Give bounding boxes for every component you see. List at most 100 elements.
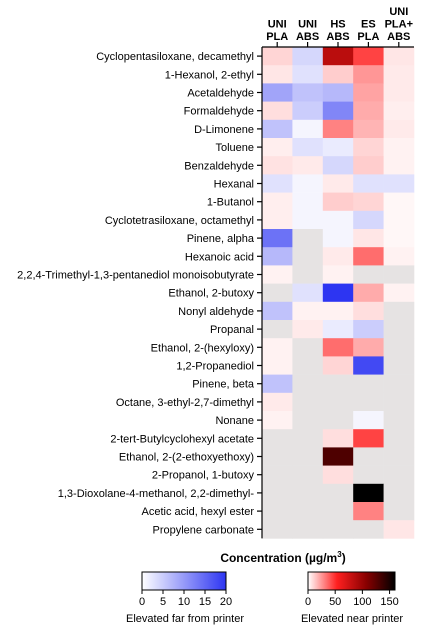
row-label: Cyclopentasiloxane, decamethyl [96,51,254,63]
heatmap-cell [292,101,324,121]
heatmap-cell [322,65,354,84]
heatmap-cell [292,356,324,375]
heatmap-cell [322,374,354,394]
column-header-line: UNI [389,6,408,18]
heatmap-cell [383,392,415,412]
heatmap-cell [353,356,384,375]
column-header-line: PLA [357,31,379,43]
heatmap-cell [322,502,354,521]
heatmap-cell [322,174,354,193]
row-label: Propylene carbonate [152,524,254,536]
heatmap-cell [292,192,324,212]
heatmap-cell [292,247,324,266]
colorbar-far-tick-label: 20 [220,596,232,608]
heatmap-cell [322,283,354,303]
heatmap-cell [353,229,384,248]
heatmap-cell [322,229,354,248]
column-header: HS ABS [326,19,349,44]
heatmap-cell [353,338,384,357]
heatmap-cell [353,47,384,66]
row-label: Propanal [210,324,254,336]
row-label: Cyclotetrasiloxane, octamethyl [105,215,254,227]
heatmap-cell [292,65,324,84]
legend-title-main: Concentration (µg/m [220,551,337,565]
heatmap-cell [292,338,324,357]
heatmap-cell [322,265,354,284]
heatmap-cell [262,374,293,394]
heatmap-cell [353,65,384,84]
heatmap-cell [262,429,293,448]
column-header: UNI ABS [296,19,319,44]
row-label: 1,2-Propanediol [176,361,254,373]
colorbar-far-label: Elevated far from printer [126,613,244,625]
row-label: Nonane [215,415,254,427]
heatmap-cell [292,229,324,248]
heatmap-cell [292,429,324,448]
heatmap-cell [383,411,415,430]
row-label: Toluene [215,142,254,154]
heatmap-cell [262,465,293,485]
column-header-line: HS [330,19,345,31]
row-label: 2,2,4-Trimethyl-1,3-pentanediol monoisob… [17,270,254,282]
heatmap-cell [322,83,354,102]
heatmap-cell [353,83,384,102]
heatmap-cell [383,101,415,121]
heatmap-cell [262,65,293,84]
heatmap-cell [262,101,293,121]
heatmap-cell [353,283,384,303]
row-label: Ethanol, 2-(hexyloxy) [151,342,254,354]
row-label: Hexanal [214,179,254,191]
heatmap-cell [383,338,415,357]
row-label: Octane, 3-ethyl-2,7-dimethyl [116,397,254,409]
heatmap-cell [262,502,293,521]
heatmap-cell [262,210,293,230]
column-header-line: PLA [266,31,288,43]
heatmap-cell [292,465,324,485]
heatmap-cell [383,502,415,521]
row-label: Hexanoic acid [185,251,254,263]
heatmap-cell [383,47,415,66]
heatmap-cell [262,411,293,430]
row-label: Ethanol, 2-(2-ethoxyethoxy) [119,452,254,464]
heatmap-cell [292,301,324,321]
column-header: UNI PLA [266,19,288,44]
heatmap-cell [262,156,293,175]
heatmap-cell [292,374,324,394]
row-labels: Cyclopentasiloxane, decamethyl 1-Hexanol,… [17,51,255,536]
heatmap-cell [383,374,415,394]
heatmap-cell [322,320,354,339]
heatmap-cell [322,447,354,466]
column-header-line: ABS [326,31,349,43]
legend-title: Concentration (µg/m3) [220,550,345,565]
heatmap-cell [322,483,354,503]
heatmap-cell [383,119,415,139]
heatmap-cell [322,520,354,539]
heatmap-cells [262,47,415,539]
legend-title-end: ) [342,551,346,565]
heatmap-cell [262,447,293,466]
heatmap-cell [383,301,415,321]
heatmap-cell [322,411,354,430]
heatmap-axes [257,42,414,539]
colorbar-far-tick-label: 10 [178,596,190,608]
colorbar-near-tick-label: 0 [305,596,311,608]
heatmap-cell [383,447,415,466]
heatmap-cell [322,301,354,321]
row-label: Pinene, alpha [187,233,255,245]
heatmap-cell [383,483,415,503]
heatmap-cell [262,265,293,284]
heatmap-cell [262,301,293,321]
colorbar-far-tick-label: 0 [139,596,145,608]
heatmap-cell [292,138,324,157]
colorbar-near-tick-label: 150 [380,596,398,608]
heatmap-cell [353,483,384,503]
row-label: Formaldehyde [184,106,254,118]
row-label: Ethanol, 2-butoxy [168,288,254,300]
row-label: 2-Propanol, 1-butoxy [152,470,255,482]
row-label: Acetaldehyde [187,88,254,100]
heatmap-cell [353,210,384,230]
colorbar-far-bar [141,571,227,591]
heatmap-cell [292,502,324,521]
